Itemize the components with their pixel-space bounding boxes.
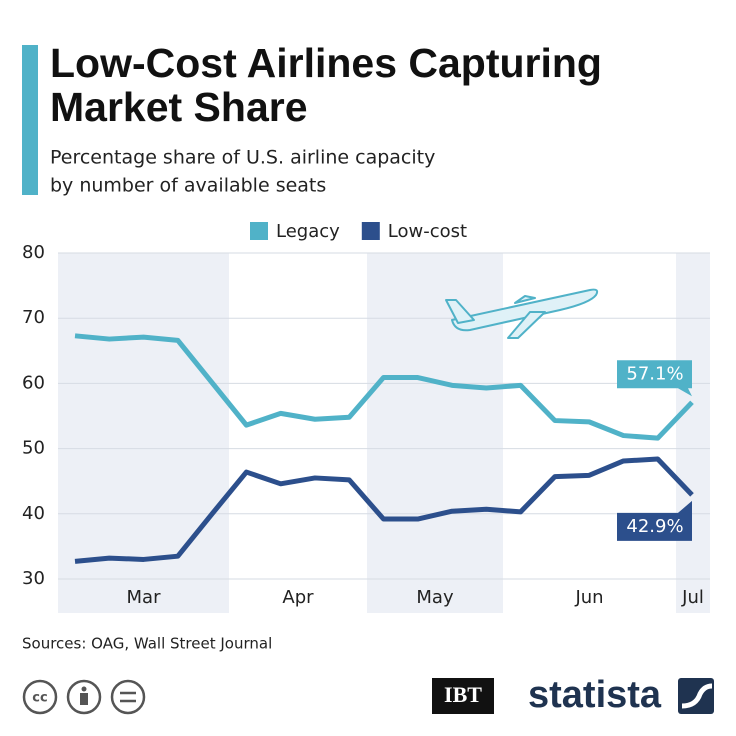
- statista-mark: [678, 678, 714, 714]
- title-accent: [22, 45, 38, 195]
- value-label-box: [617, 360, 692, 397]
- y-tick-label: 70: [22, 307, 45, 328]
- month-band: [367, 253, 503, 613]
- airplane-icon: [445, 288, 599, 339]
- y-tick-label: 30: [22, 568, 45, 589]
- x-tick-label: Apr: [282, 587, 314, 608]
- value-label-box: [617, 500, 692, 541]
- month-band: [58, 253, 229, 613]
- value-label: 42.9%: [626, 516, 683, 537]
- source: Sources: OAG, Wall Street Journal: [22, 635, 272, 653]
- grid: [58, 252, 710, 580]
- y-tick-label: 60: [22, 372, 45, 393]
- x-tick-label: Jun: [574, 587, 603, 608]
- legend-label: Legacy: [276, 221, 340, 242]
- chart-subtitle: by number of available seats: [50, 175, 326, 197]
- series-line: [74, 333, 694, 441]
- ibt-logo: IBT: [444, 682, 482, 707]
- ibt-logo-bg: [432, 678, 494, 714]
- legend-swatch: [361, 222, 380, 240]
- chart-title: Market Share: [50, 84, 308, 130]
- series-line: [74, 456, 694, 564]
- x-tick-label: Jul: [681, 587, 704, 608]
- value-label: 57.1%: [626, 363, 683, 384]
- x-tick-label: Mar: [127, 587, 162, 608]
- chart-subtitle: Percentage share of U.S. airline capacit…: [50, 147, 435, 169]
- chart-title: Low-Cost Airlines Capturing: [50, 40, 602, 86]
- y-tick-label: 50: [22, 438, 45, 459]
- y-tick-label: 80: [22, 242, 45, 263]
- legend-label: Low-cost: [388, 221, 467, 242]
- svg-text:cc: cc: [32, 691, 47, 706]
- plot: 57.1% 42.9%: [74, 333, 694, 564]
- license-icons: cc: [22, 679, 146, 715]
- month-band: [676, 253, 710, 613]
- statista-logo: statista: [528, 674, 662, 716]
- legend-swatch: [250, 222, 268, 240]
- x-tick-label: May: [416, 587, 454, 608]
- y-tick-label: 40: [22, 503, 45, 524]
